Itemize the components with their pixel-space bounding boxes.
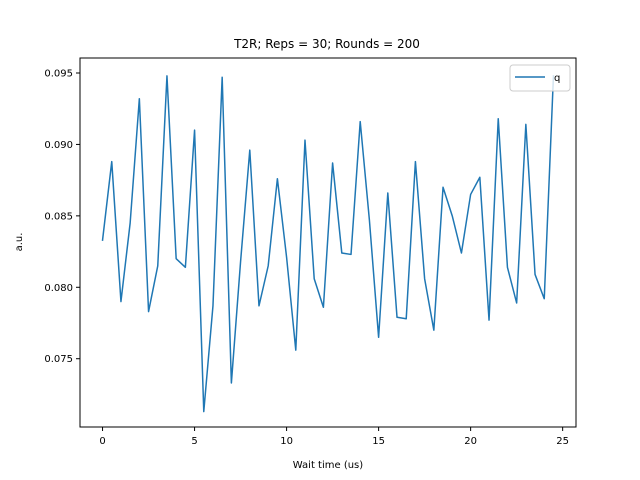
- x-tick-label: 10: [280, 436, 293, 447]
- y-axis: 0.075 0.080 0.085 0.090 0.095: [44, 69, 80, 365]
- chart-title: T2R; Reps = 30; Rounds = 200: [233, 37, 420, 51]
- x-tick-label: 20: [464, 436, 477, 447]
- plot-frame: [79, 57, 577, 428]
- y-tick-label: 0.075: [44, 354, 73, 365]
- y-tick-label: 0.095: [44, 69, 73, 80]
- y-axis-label: a.u.: [14, 233, 25, 252]
- legend: q: [509, 64, 571, 92]
- y-tick-label: 0.090: [44, 140, 73, 151]
- x-tick-label: 0: [99, 436, 105, 447]
- plot-lines: [101, 75, 555, 413]
- legend-label-q: q: [554, 73, 560, 84]
- x-axis: 0 5 10 15 20 25: [99, 427, 569, 447]
- x-tick-label: 25: [556, 436, 569, 447]
- y-tick-label: 0.085: [44, 211, 73, 222]
- x-tick-label: 15: [372, 436, 385, 447]
- legend-box: [509, 64, 571, 92]
- x-tick-label: 5: [191, 436, 197, 447]
- x-axis-label: Wait time (us): [293, 460, 363, 471]
- y-tick-label: 0.080: [44, 283, 73, 294]
- series-line-q: [101, 75, 555, 413]
